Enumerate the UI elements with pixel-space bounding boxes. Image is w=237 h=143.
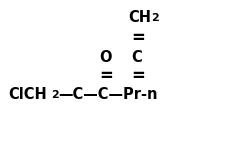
Text: 2: 2: [151, 13, 159, 23]
Text: —C—C—Pr-n: —C—C—Pr-n: [58, 87, 158, 102]
Text: 2: 2: [51, 90, 59, 100]
Text: CH: CH: [128, 10, 151, 25]
Text: =: =: [99, 67, 113, 85]
Text: =: =: [131, 67, 145, 85]
Text: O: O: [99, 50, 111, 65]
Text: C: C: [131, 50, 142, 65]
Text: ClCH: ClCH: [8, 87, 47, 102]
Text: =: =: [131, 29, 145, 47]
